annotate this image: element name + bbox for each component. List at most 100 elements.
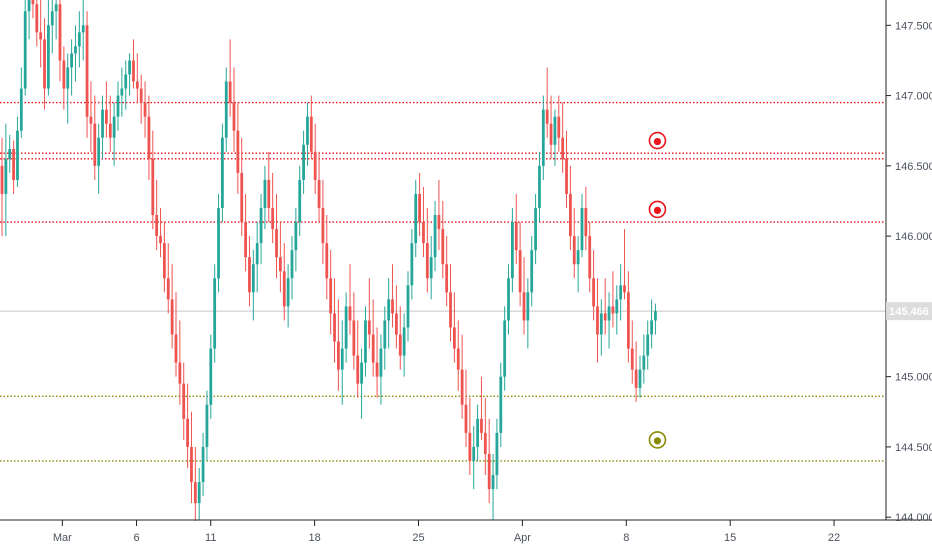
candle <box>452 292 456 363</box>
candle <box>394 285 398 349</box>
target-marker-dot <box>653 206 662 215</box>
time-scale-panel[interactable] <box>0 521 932 550</box>
candle <box>336 299 340 391</box>
candle-body <box>398 334 402 356</box>
candle <box>178 320 182 405</box>
candle-body <box>449 292 452 328</box>
x-tick-label: 11 <box>205 532 216 544</box>
candle-body <box>23 11 27 89</box>
candle <box>263 165 267 230</box>
candle-body <box>333 313 336 342</box>
candle-body <box>178 362 182 384</box>
candle-body <box>282 271 286 307</box>
candle <box>634 341 638 402</box>
current-price-label-group: 145.466 <box>886 302 932 321</box>
candle-body <box>418 193 421 223</box>
candle <box>124 60 128 110</box>
x-tick-label: 6 <box>133 532 139 544</box>
candle-body <box>182 383 186 419</box>
candle <box>255 222 259 293</box>
candle <box>344 292 348 363</box>
candle <box>348 264 352 335</box>
candle <box>503 306 507 391</box>
candle <box>619 264 623 321</box>
candle <box>429 236 433 300</box>
candle <box>572 208 576 279</box>
candle-body <box>611 306 615 314</box>
candle <box>491 453 495 520</box>
candle-body <box>526 292 530 321</box>
x-tick-label: 15 <box>724 532 736 544</box>
candle-body <box>348 306 352 321</box>
candle <box>433 200 437 272</box>
candle <box>166 243 170 314</box>
target-marker-1 <box>648 200 667 219</box>
candle-body <box>240 172 244 223</box>
candle <box>422 186 425 258</box>
candle <box>4 123 8 237</box>
candle <box>464 369 468 447</box>
candle-body <box>387 299 391 321</box>
candle <box>480 376 483 440</box>
candle <box>236 102 240 194</box>
candle-body <box>414 193 418 244</box>
candle <box>259 193 263 265</box>
x-axis-ticks: Mar 6 11 18 25 Apr 8 15 22 <box>53 520 840 544</box>
candle <box>468 397 472 476</box>
candle-body <box>267 179 271 208</box>
candle <box>495 418 499 490</box>
candle-body <box>425 243 429 279</box>
candle <box>456 320 460 391</box>
level-markers <box>648 131 667 449</box>
x-tick-label: Mar <box>53 532 72 544</box>
candle <box>139 74 143 124</box>
candle-body <box>128 60 131 75</box>
candle-body <box>379 348 383 377</box>
candle <box>224 67 228 152</box>
candle <box>642 334 646 384</box>
candle-body <box>112 116 116 138</box>
candle <box>584 186 588 251</box>
candle-body <box>205 404 209 447</box>
candle <box>186 383 189 468</box>
candle-body <box>105 109 108 124</box>
candle <box>294 208 298 272</box>
candle <box>170 264 174 349</box>
candle <box>85 11 89 138</box>
candle-body <box>654 311 657 321</box>
candle <box>615 285 619 335</box>
candle-body <box>174 334 178 363</box>
candle-body <box>429 257 433 279</box>
candle <box>105 81 108 138</box>
candle-body <box>294 222 298 251</box>
candle <box>510 208 514 293</box>
candle <box>39 0 43 68</box>
candle-body <box>16 130 19 180</box>
candle-body <box>437 215 441 230</box>
candle <box>205 390 209 461</box>
current-price-tag <box>886 302 932 321</box>
candle <box>275 193 278 279</box>
candle-body <box>483 432 487 454</box>
candle <box>232 67 236 152</box>
candle-body <box>263 179 267 208</box>
candle-body <box>495 432 499 476</box>
candles <box>0 0 657 525</box>
candle-body <box>248 257 251 293</box>
candle <box>383 306 387 370</box>
candle-body <box>47 25 50 89</box>
candle-body <box>336 341 340 370</box>
candle-body <box>135 81 139 89</box>
price-scale-panel[interactable] <box>887 0 932 519</box>
candle <box>193 446 197 525</box>
candle-body <box>364 320 367 363</box>
x-tick-label: 8 <box>623 532 629 544</box>
candle-body <box>596 306 599 335</box>
candle-body <box>251 264 255 293</box>
candle-body <box>201 446 205 483</box>
candle-body <box>344 306 348 349</box>
candle <box>251 250 255 321</box>
candle <box>526 278 530 349</box>
